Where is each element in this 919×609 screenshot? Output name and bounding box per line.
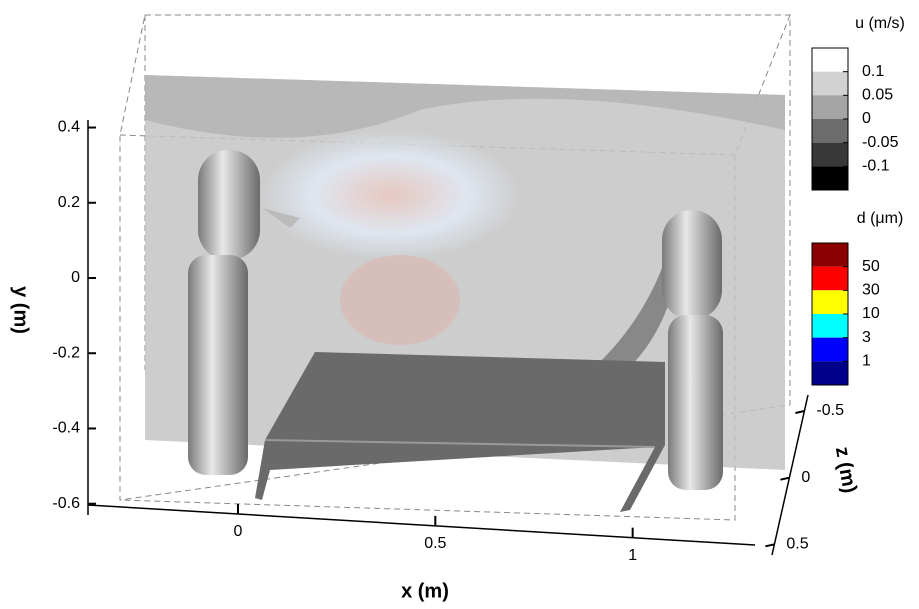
- colorbar-tick-label: 0.05: [862, 87, 893, 104]
- bed-edge: [264, 439, 656, 448]
- z-tick: [780, 476, 790, 481]
- colorbar-swatch: [812, 166, 848, 190]
- colorbar-tick-label: -0.1: [862, 158, 890, 175]
- z-tick: [765, 543, 775, 548]
- z-tick-label: -0.5: [816, 402, 844, 419]
- z-axis-label: z (m): [831, 445, 861, 495]
- y-tick-label: -0.4: [52, 420, 80, 437]
- y-tick-label: 0.2: [58, 194, 80, 211]
- colorbar-swatch: [812, 95, 848, 119]
- colorbar-title: d (μm): [857, 210, 904, 227]
- z-tick-label: 0.5: [786, 536, 808, 553]
- manikin-right: [662, 210, 723, 490]
- colorbar-title: u (m/s): [855, 15, 905, 32]
- colorbar-tick-label: 1: [862, 353, 871, 370]
- y-tick-label: 0: [71, 269, 80, 286]
- colorbar-swatch: [812, 71, 848, 96]
- x-tick-label: 0.5: [424, 535, 446, 552]
- particle-cloud: [340, 255, 460, 345]
- x-tick-label: 1: [628, 547, 637, 564]
- colorbar-tick-label: 10: [862, 305, 880, 322]
- bed: [255, 352, 665, 512]
- colorbar-swatch: [812, 361, 848, 385]
- colorbar-tick-label: -0.05: [862, 134, 899, 151]
- colorbar-swatch: [812, 119, 848, 143]
- y-axis-label: y (m): [10, 286, 32, 334]
- colorbar-swatch: [812, 314, 848, 338]
- z-tick: [795, 410, 805, 414]
- colorbar-tick-label: 0: [862, 110, 871, 127]
- y-tick-label: -0.2: [52, 344, 80, 361]
- colorbar-swatch: [812, 266, 848, 291]
- colorbar-swatch: [812, 290, 848, 314]
- x-axis: [87, 504, 756, 546]
- particle-cloud: [260, 130, 520, 260]
- x-axis-label: x (m): [401, 580, 449, 602]
- z-tick-label: 0: [801, 469, 810, 486]
- z-axis: [771, 394, 809, 556]
- colorbar-swatch: [812, 243, 848, 267]
- scene: [119, 14, 791, 521]
- colorbar-swatch: [812, 48, 848, 72]
- colorbar-tick-label: 0.1: [862, 63, 884, 80]
- colorbar-tick-label: 3: [862, 329, 871, 346]
- colorbar-tick-label: 50: [862, 258, 880, 275]
- x-tick-label: 0: [234, 523, 243, 540]
- contour-band: [145, 75, 785, 138]
- manikin-left: [188, 150, 300, 475]
- colorbar-swatch: [812, 337, 848, 362]
- colorbar-tick-label: 30: [862, 282, 880, 299]
- colorbar-swatch: [812, 142, 848, 167]
- y-tick-label: 0.4: [58, 119, 80, 136]
- y-tick-label: -0.6: [52, 495, 80, 512]
